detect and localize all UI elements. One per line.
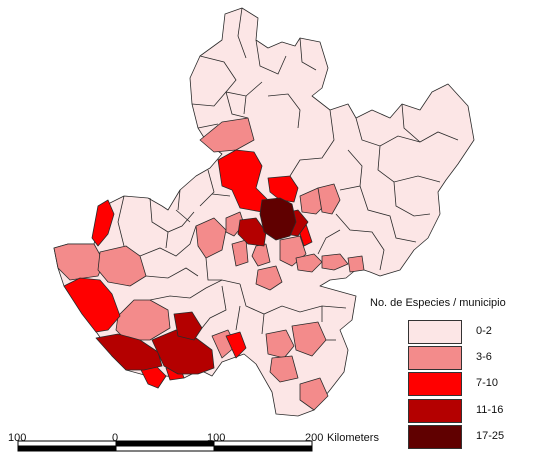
municipal-border-31 bbox=[211, 193, 231, 197]
legend-swatch-17-25 bbox=[408, 425, 462, 449]
municipality-7-10-26 bbox=[225, 331, 247, 359]
municipality-3-6-14 bbox=[347, 255, 365, 273]
municipal-border-21 bbox=[149, 279, 241, 301]
legend-item-3-6: 3-6 bbox=[408, 346, 528, 370]
municipal-border-32 bbox=[243, 95, 247, 115]
legend-item-0-2: 0-2 bbox=[408, 320, 528, 344]
municipal-border-11 bbox=[289, 109, 335, 177]
municipality-7-10-23 bbox=[63, 277, 121, 333]
municipal-border-25 bbox=[201, 285, 227, 329]
municipal-border-20 bbox=[145, 267, 199, 279]
legend-item-17-25: 17-25 bbox=[408, 425, 528, 449]
scale-segment-1 bbox=[17, 440, 117, 447]
municipal-border-34 bbox=[165, 231, 169, 249]
legend-item-7-10: 7-10 bbox=[408, 372, 528, 396]
municipal-border-3 bbox=[255, 39, 287, 75]
legend-swatch-3-6 bbox=[408, 346, 462, 370]
legend-label-17-25: 17-25 bbox=[476, 430, 505, 442]
scale-segment-3b bbox=[213, 445, 313, 452]
municipal-border-5 bbox=[267, 93, 301, 129]
municipality-3-6-0 bbox=[199, 117, 255, 153]
municipal-border-7 bbox=[197, 123, 219, 129]
legend-label-7-10: 7-10 bbox=[476, 377, 499, 389]
legend-title: No. de Especies / municipio bbox=[370, 297, 506, 309]
municipality-11-16-28 bbox=[237, 217, 267, 247]
scale-label-left-100: 100 bbox=[8, 432, 27, 444]
municipality-3-6-16 bbox=[291, 321, 327, 357]
scale-bar bbox=[17, 440, 313, 452]
legend-label-3-6: 3-6 bbox=[476, 351, 492, 363]
municipality-3-6-2 bbox=[97, 245, 147, 287]
municipality-3-6-3 bbox=[115, 299, 171, 341]
municipal-border-1 bbox=[199, 55, 237, 93]
municipal-border-19 bbox=[139, 225, 197, 257]
municipal-border-14 bbox=[359, 185, 417, 243]
scale-segment-2b bbox=[115, 445, 215, 452]
municipality-3-6-17 bbox=[269, 355, 299, 383]
municipality-7-10-22 bbox=[91, 199, 115, 247]
municipality-3-6-18 bbox=[299, 377, 329, 411]
legend-item-11-16: 11-16 bbox=[408, 399, 528, 423]
municipal-border-22 bbox=[205, 257, 222, 281]
municipal-border-13 bbox=[393, 181, 431, 217]
legend-swatch-0-2 bbox=[408, 320, 462, 344]
municipal-border-10 bbox=[401, 103, 459, 143]
municipality-17-25-33 bbox=[259, 197, 297, 241]
municipality-11-16-29 bbox=[95, 333, 163, 371]
scale-segment-1b bbox=[17, 445, 117, 452]
legend-swatch-7-10 bbox=[408, 372, 462, 396]
municipality-11-16-31 bbox=[173, 311, 203, 341]
municipal-border-26 bbox=[235, 305, 241, 331]
scale-label-100: 100 bbox=[207, 432, 226, 444]
scale-unit-label: Kilometers bbox=[327, 432, 379, 444]
scale-segment-3 bbox=[213, 440, 313, 447]
municipal-border-16 bbox=[317, 229, 341, 255]
municipality-3-6-11 bbox=[317, 183, 341, 215]
municipal-border-24 bbox=[261, 313, 265, 335]
municipality-3-6-12 bbox=[295, 253, 323, 273]
municipal-border-6 bbox=[225, 91, 249, 119]
municipal-border-29 bbox=[175, 209, 191, 223]
municipality-3-6-4 bbox=[195, 217, 227, 259]
legend-swatch-11-16 bbox=[408, 399, 462, 423]
scale-label-200: 200 bbox=[305, 432, 324, 444]
municipal-border-18 bbox=[117, 195, 125, 247]
municipal-border-33 bbox=[177, 189, 181, 211]
municipality-3-6-15 bbox=[265, 329, 295, 359]
municipality-3-6-9 bbox=[255, 265, 283, 291]
internal-borders bbox=[117, 7, 459, 341]
scale-segment-2 bbox=[115, 440, 215, 447]
municipal-border-2 bbox=[237, 7, 247, 59]
legend-label-0-2: 0-2 bbox=[476, 325, 492, 337]
municipal-border-4 bbox=[299, 37, 317, 71]
municipal-border-12 bbox=[339, 149, 363, 191]
municipality-layer bbox=[53, 117, 365, 411]
scale-label-zero: 0 bbox=[112, 432, 119, 444]
municipality-3-6-6 bbox=[231, 239, 249, 267]
legend-label-11-16: 11-16 bbox=[476, 404, 504, 416]
municipality-3-6-13 bbox=[321, 253, 349, 271]
municipal-border-30 bbox=[199, 169, 215, 207]
municipal-border-15 bbox=[335, 213, 385, 271]
